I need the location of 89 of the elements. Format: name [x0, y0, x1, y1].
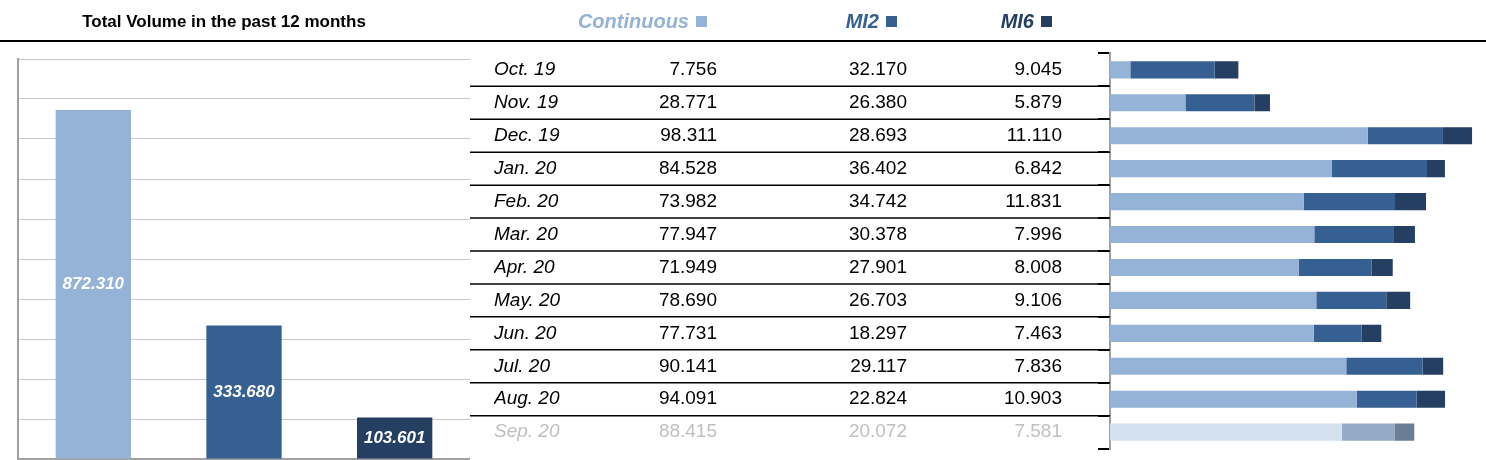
bar [1313, 324, 1362, 342]
bar [1110, 61, 1131, 79]
data-label: 10.903 [1003, 387, 1062, 409]
data-label: 333.680 [213, 381, 276, 401]
bar [1386, 291, 1411, 309]
bar [1303, 193, 1396, 211]
bar [1110, 324, 1314, 342]
data-label: 90.141 [658, 354, 717, 376]
bar [1110, 291, 1317, 309]
y-tick-label: Oct. 19 [494, 58, 556, 80]
bar [1110, 423, 1342, 441]
data-label: 22.824 [848, 387, 908, 409]
bar [1393, 225, 1415, 244]
bar [1371, 258, 1393, 277]
data-label: 77.947 [658, 222, 717, 244]
bar [1130, 61, 1215, 79]
data-label: 98.311 [660, 123, 717, 145]
bar [1442, 127, 1473, 145]
data-label: 36.402 [848, 156, 907, 178]
data-label: 5.879 [1014, 91, 1062, 113]
bar [1110, 357, 1347, 375]
legend-label: MI6 [1000, 10, 1035, 33]
bar [1110, 160, 1332, 178]
data-label: 77.731 [658, 321, 717, 343]
data-label: 84.528 [658, 156, 717, 178]
bar [1416, 390, 1446, 408]
y-tick-label: May. 20 [494, 288, 561, 310]
bar [1395, 193, 1427, 211]
bar [1110, 127, 1368, 145]
bar [1110, 258, 1299, 277]
data-label: 7.463 [1014, 321, 1062, 343]
data-label: 11.831 [1005, 189, 1062, 211]
bar [1346, 357, 1423, 375]
data-label: 20.072 [848, 420, 907, 442]
y-tick-label: Nov. 19 [494, 91, 559, 113]
bar [1422, 357, 1444, 375]
bar [1314, 225, 1394, 244]
bar [1110, 94, 1186, 112]
data-label: 26.703 [848, 288, 907, 310]
y-tick-label: Feb. 20 [494, 189, 559, 211]
data-label: 32.170 [848, 58, 907, 80]
data-label: 27.901 [848, 255, 907, 277]
legend-label: MI2 [845, 10, 880, 33]
data-label: 7.996 [1014, 222, 1062, 244]
bar [1316, 291, 1387, 309]
data-label: 7.836 [1014, 354, 1062, 376]
data-label: 78.690 [658, 288, 717, 310]
data-label: 29.117 [850, 354, 907, 376]
data-label: 9.045 [1014, 58, 1062, 80]
bar [1331, 160, 1428, 178]
bar [1110, 193, 1304, 211]
legend-label: Continuous [577, 10, 690, 33]
data-label: 73.982 [658, 189, 717, 211]
bar [1394, 423, 1415, 441]
bar [1367, 127, 1443, 145]
bar [1214, 61, 1239, 79]
data-label: 30.378 [848, 222, 907, 244]
bar [1110, 390, 1357, 408]
bar [1298, 258, 1372, 277]
bar [1110, 225, 1315, 244]
data-label: 71.949 [658, 255, 717, 277]
y-tick-label: Sep. 20 [494, 420, 560, 442]
bar [1361, 324, 1382, 342]
y-tick-label: Mar. 20 [494, 222, 559, 244]
bar [1341, 423, 1395, 441]
data-label: 7.581 [1014, 420, 1062, 442]
data-label: 28.771 [658, 91, 717, 113]
data-label: 11.110 [1006, 123, 1062, 145]
bar [1185, 94, 1255, 112]
data-label: 7.756 [669, 58, 717, 80]
data-label: 18.297 [848, 321, 907, 343]
data-label: 34.742 [848, 189, 907, 211]
y-tick-label: Dec. 19 [494, 124, 560, 146]
bar [1427, 160, 1445, 178]
data-label: 26.380 [848, 91, 907, 113]
bar [1356, 390, 1417, 408]
data-label: 88.415 [658, 420, 717, 442]
data-label: 28.693 [848, 123, 907, 145]
data-label: 8.008 [1014, 255, 1062, 277]
data-label: 9.106 [1014, 288, 1062, 310]
y-tick-label: Jul. 20 [493, 354, 551, 376]
y-tick-label: Jun. 20 [493, 321, 557, 343]
bar [1254, 94, 1270, 112]
y-tick-label: Jan. 20 [493, 156, 557, 178]
data-label: 6.842 [1014, 156, 1062, 178]
data-label: 103.601 [363, 427, 426, 447]
data-label: 872.310 [62, 273, 125, 293]
data-label: 94.091 [658, 387, 717, 409]
chart-title: Total Volume in the past 12 months [81, 12, 367, 32]
